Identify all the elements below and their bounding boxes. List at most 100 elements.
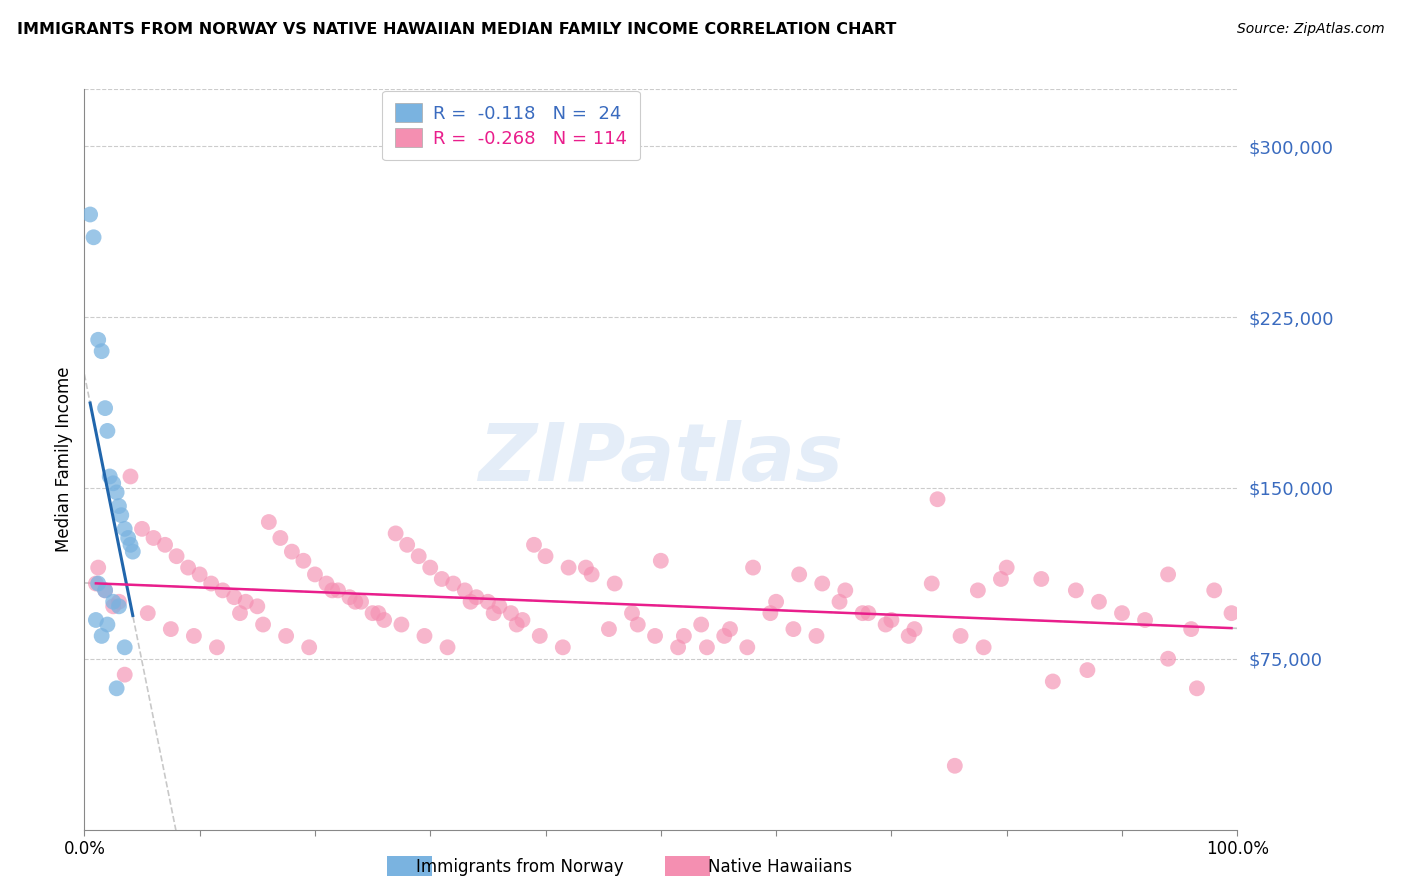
Point [973, 640, 995, 655]
Point [1042, 674, 1064, 689]
Point [235, 595, 257, 609]
Point [506, 617, 529, 632]
Point [811, 576, 834, 591]
Point [87, 560, 110, 574]
Point [131, 522, 153, 536]
Point [782, 622, 804, 636]
Point [759, 606, 782, 620]
Point [292, 554, 315, 568]
Point [108, 499, 131, 513]
Point [98, 469, 121, 483]
Point [83, 230, 105, 244]
Point [103, 595, 124, 609]
Point [419, 560, 441, 574]
Point [858, 606, 880, 620]
Point [321, 583, 343, 598]
Point [603, 576, 626, 591]
Point [903, 622, 925, 636]
Point [94, 401, 117, 416]
Point [252, 617, 274, 632]
Point [344, 595, 367, 609]
Point [246, 599, 269, 614]
Point [718, 622, 741, 636]
Point [160, 622, 183, 636]
Point [103, 476, 124, 491]
Point [621, 606, 644, 620]
Point [84, 576, 107, 591]
Point [650, 554, 672, 568]
Point [575, 560, 598, 574]
Point [460, 595, 482, 609]
Point [105, 485, 128, 500]
Point [1180, 622, 1202, 636]
Point [880, 613, 903, 627]
Point [269, 531, 291, 545]
Point [103, 599, 124, 614]
Point [361, 606, 384, 620]
Point [949, 629, 972, 643]
Point [87, 576, 110, 591]
Point [806, 629, 828, 643]
Point [96, 617, 118, 632]
Point [430, 572, 453, 586]
Point [177, 560, 200, 574]
Point [114, 667, 136, 681]
Point [153, 538, 176, 552]
Point [666, 640, 689, 655]
Point [1076, 663, 1098, 677]
Point [211, 583, 233, 598]
Point [441, 576, 464, 591]
Point [696, 640, 718, 655]
Point [737, 640, 759, 655]
Point [927, 492, 949, 507]
Point [551, 640, 574, 655]
Point [897, 629, 920, 643]
Point [276, 629, 298, 643]
Point [943, 758, 966, 772]
Point [229, 606, 252, 620]
Point [136, 606, 159, 620]
Point [1204, 583, 1226, 598]
Point [298, 640, 321, 655]
Text: Native Hawaiians: Native Hawaiians [709, 858, 852, 876]
Point [224, 591, 246, 605]
Point [990, 572, 1012, 586]
Point [166, 549, 188, 564]
Point [108, 595, 131, 609]
Point [477, 595, 499, 609]
Point [94, 583, 117, 598]
Point [339, 591, 361, 605]
Point [1031, 572, 1053, 586]
Point [672, 629, 695, 643]
Point [454, 583, 477, 598]
Point [742, 560, 765, 574]
Point [1157, 651, 1180, 665]
Point [1157, 567, 1180, 582]
Point [183, 629, 205, 643]
Point [326, 583, 349, 598]
Point [142, 531, 165, 545]
Point [852, 606, 875, 620]
Point [281, 544, 304, 558]
Point [713, 629, 735, 643]
Point [413, 629, 436, 643]
Point [408, 549, 430, 564]
Point [350, 595, 373, 609]
Text: Immigrants from Norway: Immigrants from Norway [416, 858, 624, 876]
Point [315, 576, 337, 591]
Point [1064, 583, 1087, 598]
Point [765, 595, 787, 609]
Point [534, 549, 557, 564]
Point [828, 595, 851, 609]
Point [114, 640, 136, 655]
Point [1111, 606, 1133, 620]
Point [557, 560, 579, 574]
Point [598, 622, 620, 636]
Point [627, 617, 650, 632]
Point [84, 613, 107, 627]
Point [834, 583, 856, 598]
Point [257, 515, 280, 529]
Point [188, 567, 211, 582]
Y-axis label: Median Family Income: Median Family Income [55, 367, 73, 552]
Point [114, 522, 136, 536]
